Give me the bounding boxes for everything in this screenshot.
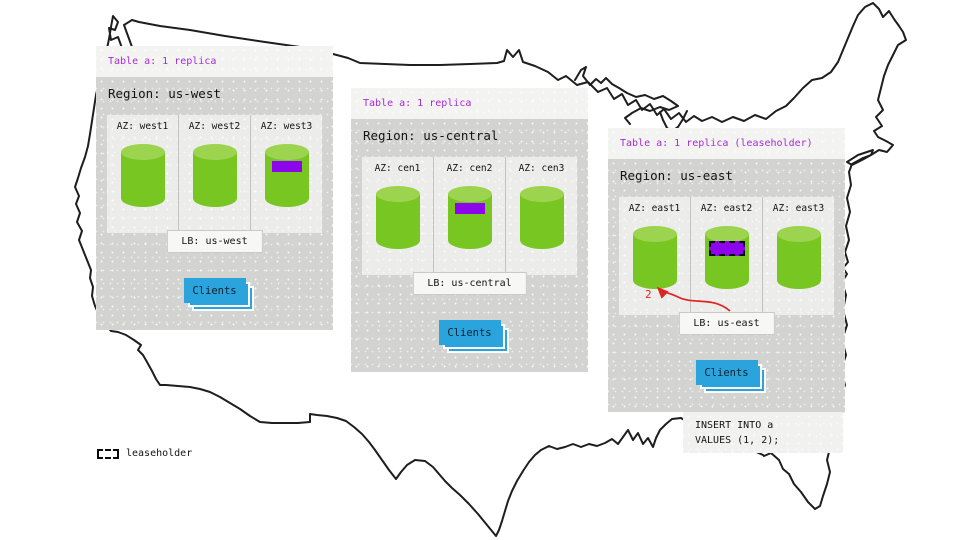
region-title: Region: us-central xyxy=(363,128,499,143)
table-replica-header: Table a: 1 replica xyxy=(96,46,333,77)
clients-button-label: Clients xyxy=(704,366,749,379)
az-column: AZ: east1 xyxy=(619,197,691,315)
database-node xyxy=(447,186,492,249)
long-island-path xyxy=(846,149,874,166)
clients-stack: Clients xyxy=(183,278,254,311)
load-balancer-box: LB: us-west xyxy=(166,230,263,253)
table-replica-header: Table a: 1 replica (leaseholder) xyxy=(608,128,845,159)
database-node xyxy=(264,144,309,207)
table-replica-label: Table a: 1 replica (leaseholder) xyxy=(620,138,813,149)
database-cylinder-icon xyxy=(519,186,564,249)
az-label: AZ: cen1 xyxy=(374,163,421,174)
az-label: AZ: east3 xyxy=(772,203,825,214)
az-container: AZ: west1 AZ: west2 AZ: west3 xyxy=(107,115,322,233)
load-balancer-box: LB: us-east xyxy=(678,312,775,335)
database-node xyxy=(192,144,237,207)
database-node xyxy=(704,226,749,289)
leaseholder-legend: leaseholder xyxy=(97,448,192,459)
sql-line-2: VALUES (1, 2); xyxy=(695,435,780,446)
database-cylinder-icon xyxy=(375,186,420,249)
region-body: Region: us-east AZ: east1 AZ: east2 AZ: … xyxy=(608,159,845,412)
az-container: AZ: cen1 AZ: cen2 AZ: cen3 xyxy=(362,157,577,275)
clients-button[interactable]: Clients xyxy=(695,360,758,385)
clients-button-label: Clients xyxy=(192,284,237,297)
region-title: Region: us-west xyxy=(108,86,221,101)
database-node xyxy=(776,226,821,289)
database-node xyxy=(375,186,420,249)
region-panel: Table a: 1 replica Region: us-central AZ… xyxy=(351,88,588,372)
clients-button[interactable]: Clients xyxy=(438,320,501,345)
az-column: AZ: west1 xyxy=(107,115,179,233)
replica-range-chip xyxy=(454,203,485,214)
database-cylinder-icon xyxy=(776,226,821,289)
clients-stack: Clients xyxy=(438,320,509,353)
legend-label: leaseholder xyxy=(126,448,193,459)
database-cylinder-icon xyxy=(192,144,237,207)
az-column: AZ: cen1 xyxy=(362,157,434,275)
us-map-border-path xyxy=(74,2,907,537)
load-balancer-label: LB: us-central xyxy=(427,278,512,289)
arrow-step-label: 2 xyxy=(645,288,652,301)
sql-insert-note: INSERT INTO a VALUES (1, 2); xyxy=(683,412,843,453)
clients-button[interactable]: Clients xyxy=(183,278,246,303)
clients-stack: Clients xyxy=(695,360,766,393)
table-replica-label: Table a: 1 replica xyxy=(108,56,217,67)
database-node xyxy=(120,144,165,207)
leaseholder-swatch-icon xyxy=(97,448,119,459)
database-cylinder-icon xyxy=(447,186,492,249)
table-replica-header: Table a: 1 replica xyxy=(351,88,588,119)
az-label: AZ: west1 xyxy=(116,121,169,132)
az-label: AZ: west3 xyxy=(260,121,313,132)
az-label: AZ: east1 xyxy=(628,203,681,214)
database-node xyxy=(632,226,677,289)
sql-line-1: INSERT INTO a xyxy=(695,420,774,431)
great-lakes-path xyxy=(574,66,688,132)
az-column: AZ: east3 xyxy=(763,197,834,315)
database-node xyxy=(519,186,564,249)
load-balancer-box: LB: us-central xyxy=(412,272,527,295)
region-body: Region: us-west AZ: west1 AZ: west2 AZ: … xyxy=(96,77,333,330)
az-label: AZ: cen2 xyxy=(446,163,493,174)
az-column: AZ: west2 xyxy=(179,115,251,233)
load-balancer-label: LB: us-east xyxy=(693,318,760,329)
az-label: AZ: cen3 xyxy=(518,163,565,174)
region-body: Region: us-central AZ: cen1 AZ: cen2 AZ:… xyxy=(351,119,588,372)
az-column: AZ: east2 xyxy=(691,197,763,315)
az-column: AZ: cen2 xyxy=(434,157,506,275)
database-cylinder-icon xyxy=(704,226,749,289)
region-panel: Table a: 1 replica Region: us-west AZ: w… xyxy=(96,46,333,330)
replica-range-chip xyxy=(708,241,745,256)
az-label: AZ: west2 xyxy=(188,121,241,132)
database-cylinder-icon xyxy=(264,144,309,207)
az-label: AZ: east2 xyxy=(700,203,753,214)
table-replica-label: Table a: 1 replica xyxy=(363,98,472,109)
region-panel: Table a: 1 replica (leaseholder) Region:… xyxy=(608,128,845,412)
clients-button-label: Clients xyxy=(447,326,492,339)
database-cylinder-icon xyxy=(632,226,677,289)
database-cylinder-icon xyxy=(120,144,165,207)
az-column: AZ: west3 xyxy=(251,115,322,233)
region-title: Region: us-east xyxy=(620,168,733,183)
load-balancer-label: LB: us-west xyxy=(181,236,248,247)
az-column: AZ: cen3 xyxy=(506,157,577,275)
replica-range-chip xyxy=(271,161,302,172)
